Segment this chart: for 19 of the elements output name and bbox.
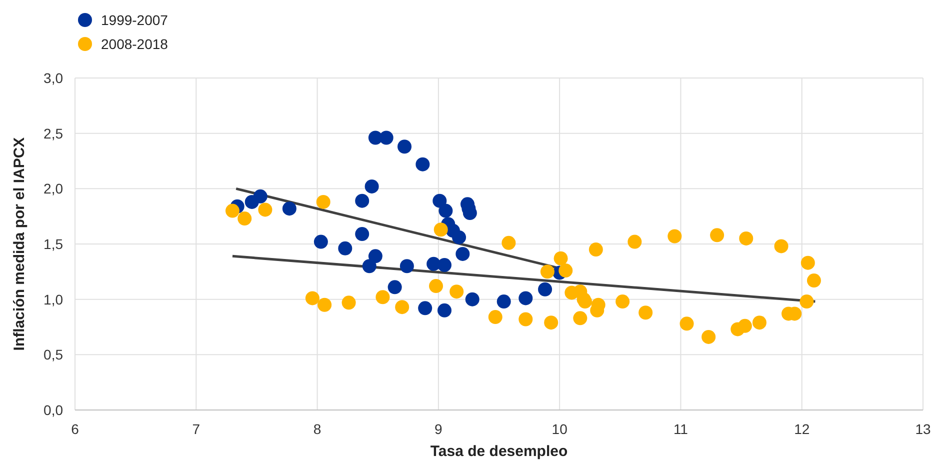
y-tick-label: 0,0 <box>44 402 64 418</box>
x-tick-label: 9 <box>434 421 443 437</box>
x-tick-label: 6 <box>71 421 80 437</box>
x-tick-label: 10 <box>552 421 568 437</box>
y-tick-label: 0,5 <box>44 346 64 363</box>
x-tick-label: 12 <box>794 421 810 437</box>
y-tick-label: 3,0 <box>44 70 64 86</box>
x-tick-label: 8 <box>313 421 322 437</box>
x-tick-label: 11 <box>673 421 688 437</box>
y-tick-label: 1,5 <box>44 236 64 252</box>
x-tick-label: 7 <box>192 421 200 437</box>
y-axis-title: Inflación medida por el IAPCX <box>11 137 28 351</box>
y-tick-label: 2,5 <box>44 125 64 142</box>
y-tick-label: 1,0 <box>44 291 64 308</box>
x-tick-label: 13 <box>915 421 931 437</box>
legend-label: 1999-2007 <box>101 12 168 28</box>
x-axis-title: Tasa de desempleo <box>430 443 568 460</box>
y-tick-label: 2,0 <box>44 180 64 197</box>
legend-label: 2008-2018 <box>101 36 168 52</box>
